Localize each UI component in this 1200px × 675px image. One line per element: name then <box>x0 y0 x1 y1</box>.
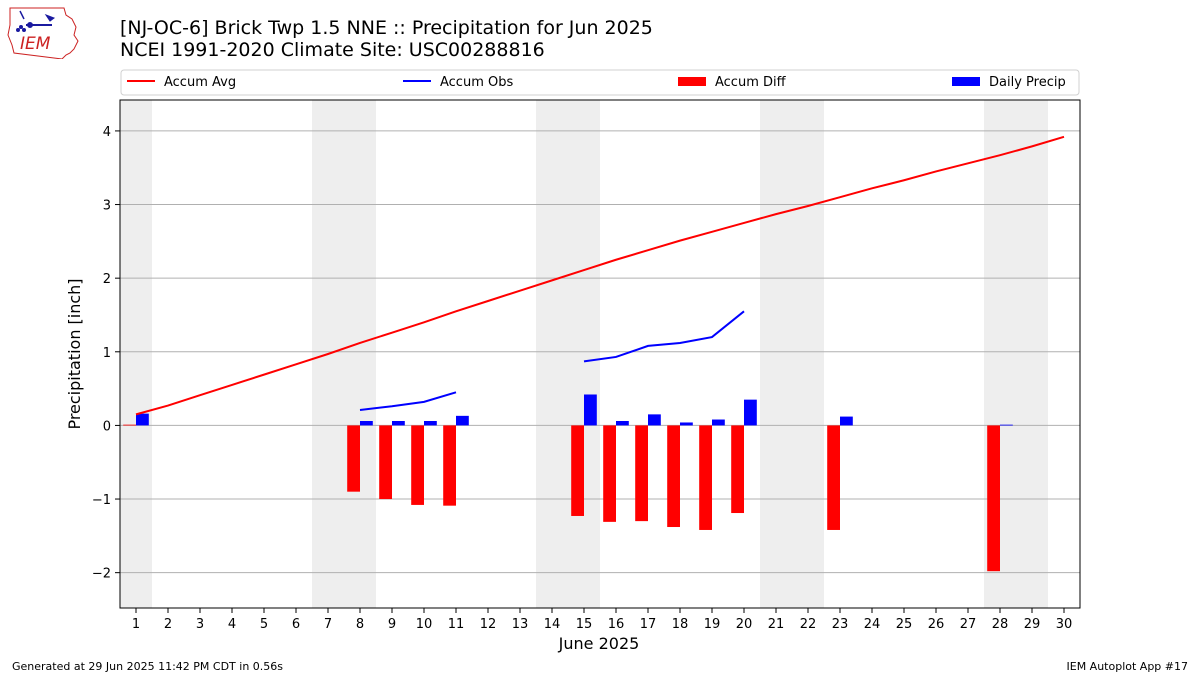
accum-diff-bar <box>635 425 648 522</box>
x-tick-label: 9 <box>388 617 396 632</box>
y-tick-label: −1 <box>92 493 111 508</box>
weekend-band <box>312 100 376 608</box>
x-tick-label: 20 <box>736 617 753 632</box>
y-tick-label: 1 <box>103 346 111 361</box>
x-tick-label: 16 <box>608 617 625 632</box>
accum-diff-bar <box>987 425 1000 572</box>
accum-diff-bar <box>123 424 136 426</box>
legend-swatch-bar <box>952 77 980 86</box>
daily-precip-bar <box>712 419 725 426</box>
x-tick-label: 30 <box>1056 617 1073 632</box>
x-tick-label: 13 <box>512 617 529 632</box>
daily-precip-bar <box>840 416 853 426</box>
accum-diff-bar <box>443 425 456 506</box>
x-tick-label: 15 <box>576 617 593 632</box>
plot-frame <box>119 99 1081 609</box>
x-tick-label: 4 <box>228 617 236 632</box>
accum-diff-bar <box>667 425 680 528</box>
y-tick-label: 2 <box>103 272 111 287</box>
y-tick-label: −2 <box>92 567 111 582</box>
x-tick-label: 23 <box>832 617 849 632</box>
x-tick-label: 29 <box>1024 617 1041 632</box>
daily-precip-bar <box>584 394 597 426</box>
weekend-band <box>536 100 600 608</box>
daily-precip-bar <box>136 413 149 426</box>
x-tick-label: 21 <box>768 617 785 632</box>
legend-swatch-bar <box>678 77 706 86</box>
accum-diff-bar <box>411 425 424 505</box>
x-axis-label: June 2025 <box>558 634 640 653</box>
x-tick-label: 7 <box>324 617 332 632</box>
gridlines <box>120 130 1080 574</box>
weekend-band <box>760 100 824 608</box>
daily-precip-bar <box>392 420 405 426</box>
app-label: IEM Autoplot App #17 <box>1066 660 1189 673</box>
y-tick-label: 3 <box>103 199 111 214</box>
x-tick-label: 18 <box>672 617 689 632</box>
x-tick-label: 1 <box>132 617 140 632</box>
x-tick-label: 28 <box>992 617 1009 632</box>
daily-precip-bar <box>424 420 437 426</box>
y-tick-label: 4 <box>103 125 111 140</box>
legend-label: Accum Obs <box>440 75 513 90</box>
logo-text: IEM <box>20 34 51 54</box>
daily-precip-bar <box>616 420 629 426</box>
x-tick-label: 6 <box>292 617 300 632</box>
daily-precip-bar <box>1000 424 1013 426</box>
accum-obs-line <box>583 310 745 363</box>
generated-timestamp: Generated at 29 Jun 2025 11:42 PM CDT in… <box>12 660 284 673</box>
x-tick-label: 24 <box>864 617 881 632</box>
x-tick-label: 10 <box>416 617 433 632</box>
accum-diff-bar <box>827 425 840 530</box>
y-tick-label: 0 <box>103 419 111 434</box>
accum-diff-bar <box>379 425 392 500</box>
x-tick-label: 12 <box>480 617 497 632</box>
daily-precip-bar <box>744 399 757 426</box>
accum-diff-bar <box>571 425 584 516</box>
x-tick-label: 17 <box>640 617 657 632</box>
x-tick-label: 27 <box>960 617 977 632</box>
chart-title: [NJ-OC-6] Brick Twp 1.5 NNE :: Precipita… <box>120 17 653 39</box>
accum-diff-bar <box>699 425 712 530</box>
weekend-band <box>120 100 152 608</box>
daily-precip-bar <box>648 414 661 426</box>
x-tick-label: 19 <box>704 617 721 632</box>
legend-label: Accum Diff <box>715 75 787 90</box>
legend: Accum Avg Accum Obs Accum Diff Daily Precip <box>120 69 1080 96</box>
daily-precip-bar <box>360 420 373 426</box>
x-tick-label: 14 <box>544 617 561 632</box>
series-lines <box>135 135 1065 416</box>
x-tick-label: 2 <box>164 617 172 632</box>
daily-precip-bar <box>456 415 469 426</box>
x-tick-label: 25 <box>896 617 913 632</box>
accum-avg-line <box>135 135 1065 416</box>
chart-subtitle: NCEI 1991-2020 Climate Site: USC00288816 <box>120 39 545 61</box>
x-tick-label: 22 <box>800 617 817 632</box>
weekend-shading <box>120 100 1048 608</box>
x-tick-label: 8 <box>356 617 364 632</box>
accum-diff-bar <box>347 425 360 492</box>
accum-diff-bar <box>731 425 744 514</box>
y-axis-label: Precipitation [inch] <box>65 278 84 429</box>
legend-label: Daily Precip <box>989 75 1066 90</box>
legend-box <box>120 69 1080 96</box>
accum-obs-line <box>359 391 457 411</box>
legend-label: Accum Avg <box>164 75 236 90</box>
bars <box>123 394 1013 572</box>
accum-diff-bar <box>603 425 616 522</box>
x-tick-label: 3 <box>196 617 204 632</box>
x-tick-label: 26 <box>928 617 945 632</box>
x-tick-label: 5 <box>260 617 268 632</box>
daily-precip-bar <box>680 422 693 426</box>
x-tick-label: 11 <box>448 617 465 632</box>
iem-logo-icon: IEM <box>7 7 79 59</box>
